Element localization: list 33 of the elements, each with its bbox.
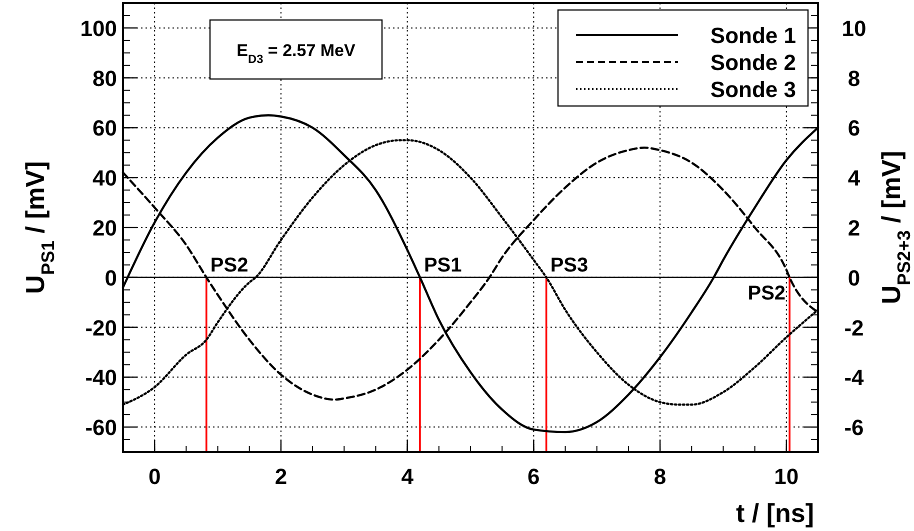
annotation: E$_{D3}$ = 2.57 MeV [236, 41, 356, 66]
y-tick-label: -40 [85, 365, 117, 390]
y2-tick-label: 2 [848, 216, 860, 240]
legend-label: Sonde 3 [710, 77, 796, 102]
y2-tick-label: 6 [848, 116, 860, 141]
ref-line-label: PS1 [424, 254, 462, 276]
y2-tick-label: 0 [848, 265, 860, 290]
y-tick-label: -20 [85, 315, 117, 340]
x-tick-label: 4 [401, 464, 414, 489]
ref-line-label: PS3 [550, 254, 588, 276]
y-tick-label: 100 [80, 16, 117, 41]
x-tick-label: 8 [654, 464, 666, 489]
y-tick-label: 80 [92, 66, 117, 91]
y-tick-label: 0 [104, 265, 117, 290]
legend-label: Sonde 1 [710, 23, 796, 48]
y2-tick-label: 4 [848, 166, 861, 191]
x-tick-label: 2 [274, 464, 288, 489]
y2-tick-label: -6 [844, 415, 864, 440]
legend-label: Sonde 2 [710, 50, 796, 75]
y2-tick-label: 10 [842, 16, 866, 41]
y-tick-label: 20 [92, 216, 117, 240]
y-tick-label: 60 [92, 116, 117, 141]
x-tick-label: 6 [528, 464, 540, 489]
x-tick-label: 10 [774, 464, 799, 489]
y2-tick-label: 8 [848, 66, 860, 91]
x-tick-label: 0 [148, 464, 161, 489]
x-axis-title: t / [ns] [736, 498, 814, 528]
y-tick-label: 40 [92, 166, 117, 191]
y-tick-label: -60 [85, 415, 117, 440]
ref-line-label: PS2 [748, 282, 786, 304]
y2-tick-label: -4 [844, 365, 865, 390]
ref-line-label: PS2 [210, 254, 248, 276]
y2-tick-label: -2 [844, 315, 864, 340]
